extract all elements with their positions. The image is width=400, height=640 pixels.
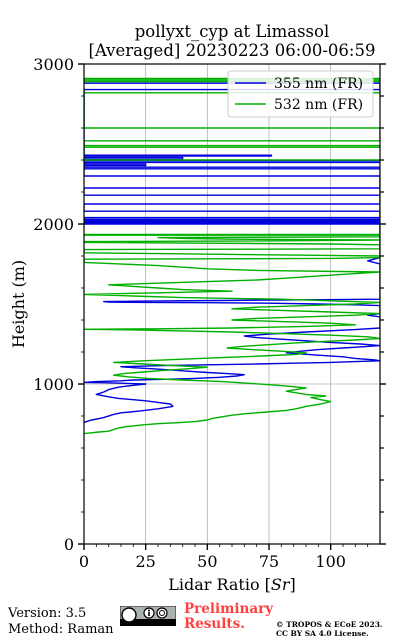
preliminary-line-2: Results. [184, 616, 245, 632]
x-axis-title: Lidar Ratio [Sr] [168, 575, 296, 594]
x-tick-label: 75 [259, 552, 279, 571]
x-tick-label: 50 [197, 552, 217, 571]
legend-label-532: 532 nm (FR) [274, 97, 363, 113]
x-tick-label: 0 [79, 552, 89, 571]
copyright-line-1: © TROPOS & ECoE 2023. [276, 620, 383, 629]
x-tick-label: 100 [315, 552, 346, 571]
y-tick-label: 2000 [33, 215, 74, 234]
y-tick-labels: 0 1000 2000 3000 [33, 55, 74, 554]
series-line-355nm [84, 82, 380, 424]
series-line-532nm [84, 77, 380, 435]
chart-title-line-2: [Averaged] 20230223 06:00-06:59 [88, 41, 376, 60]
copyright-note: © TROPOS & ECoE 2023. CC BY SA 4.0 Licen… [276, 620, 383, 638]
series-layer [84, 77, 380, 435]
y-tick-label: 1000 [33, 375, 74, 394]
y-tick-label: 0 [64, 535, 74, 554]
version-text: Version: 3.5 [8, 606, 87, 621]
y-axis-title: Height (m) [9, 260, 28, 348]
preliminary-line-1: Preliminary [184, 601, 274, 617]
x-tick-label: 25 [135, 552, 155, 571]
method-text: Method: Raman [8, 622, 114, 637]
legend: 355 nm (FR) 532 nm (FR) [227, 70, 374, 118]
copyright-line-2: CC BY SA 4.0 License. [276, 629, 369, 638]
y-tick-label: 3000 [33, 55, 74, 74]
chart-title-line-1: pollyxt_cyp at Limassol [134, 22, 330, 41]
chart-title: pollyxt_cyp at Limassol [Averaged] 20230… [84, 22, 380, 60]
x-tick-labels: 0 25 50 75 100 [79, 552, 346, 571]
cc-by-sa-icon [120, 606, 176, 626]
legend-label-355: 355 nm (FR) [274, 76, 363, 92]
tick-marks [78, 63, 386, 550]
preliminary-results-note: Preliminary Results. [184, 602, 273, 632]
